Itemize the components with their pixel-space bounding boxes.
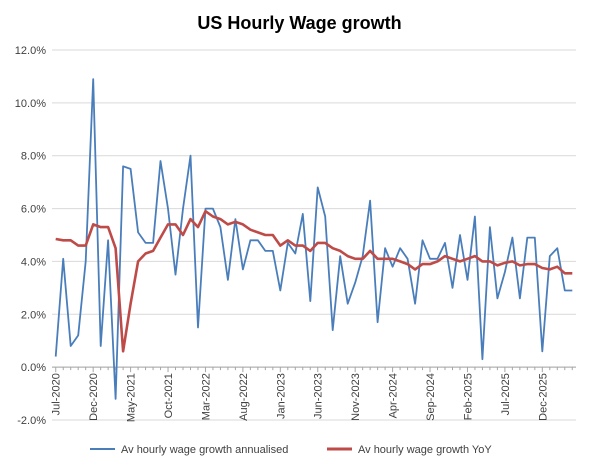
x-tick-label: Aug-2022: [238, 373, 250, 421]
x-tick-label: Jan-2023: [275, 373, 287, 419]
x-tick-label: Jul-2020: [51, 373, 63, 415]
x-tick-label: Dec-2025: [537, 373, 549, 421]
y-tick-label: 6.0%: [21, 204, 46, 216]
x-tick-label: Nov-2023: [350, 373, 362, 421]
y-tick-label: -2.0%: [17, 415, 46, 427]
series-line-annualised: [54, 78, 573, 400]
y-tick-label: 10.0%: [15, 98, 46, 110]
legend-label: Av hourly wage growth annualised: [121, 444, 288, 456]
x-tick-label: Jun-2023: [313, 373, 325, 419]
y-tick-label: 4.0%: [21, 256, 46, 268]
plot-series: [54, 78, 573, 400]
y-tick-label: 8.0%: [21, 151, 46, 163]
y-tick-label: 12.0%: [15, 45, 46, 57]
x-tick-label: May-2021: [126, 373, 138, 422]
x-tick-label: Dec-2020: [88, 373, 100, 421]
series-line-yoy: [55, 209, 573, 353]
y-tick-label: 2.0%: [21, 309, 46, 321]
y-tick-label: 0.0%: [21, 362, 46, 374]
x-tick-label: Oct-2021: [163, 373, 175, 418]
x-tick-label: Apr-2024: [388, 373, 400, 418]
legend-label: Av hourly wage growth YoY: [358, 444, 492, 456]
legend: Av hourly wage growth annualised Av hourl…: [90, 444, 492, 456]
x-tick-label: Jul-2025: [500, 373, 512, 415]
x-tick-label: Mar-2022: [200, 373, 212, 420]
x-axis: Jul-2020 Dec-2020 May-2021 Oct-2021 Mar-2022…: [51, 366, 576, 422]
y-axis-ticks: -2.0% 0.0% 2.0% 4.0% 6.0% 8.0% 10.0% 12.0%: [15, 45, 46, 427]
x-tick-label: Feb-2025: [462, 373, 474, 420]
chart-title: US Hourly Wage growth: [197, 13, 401, 33]
x-tick-label: Sep-2024: [425, 373, 437, 421]
